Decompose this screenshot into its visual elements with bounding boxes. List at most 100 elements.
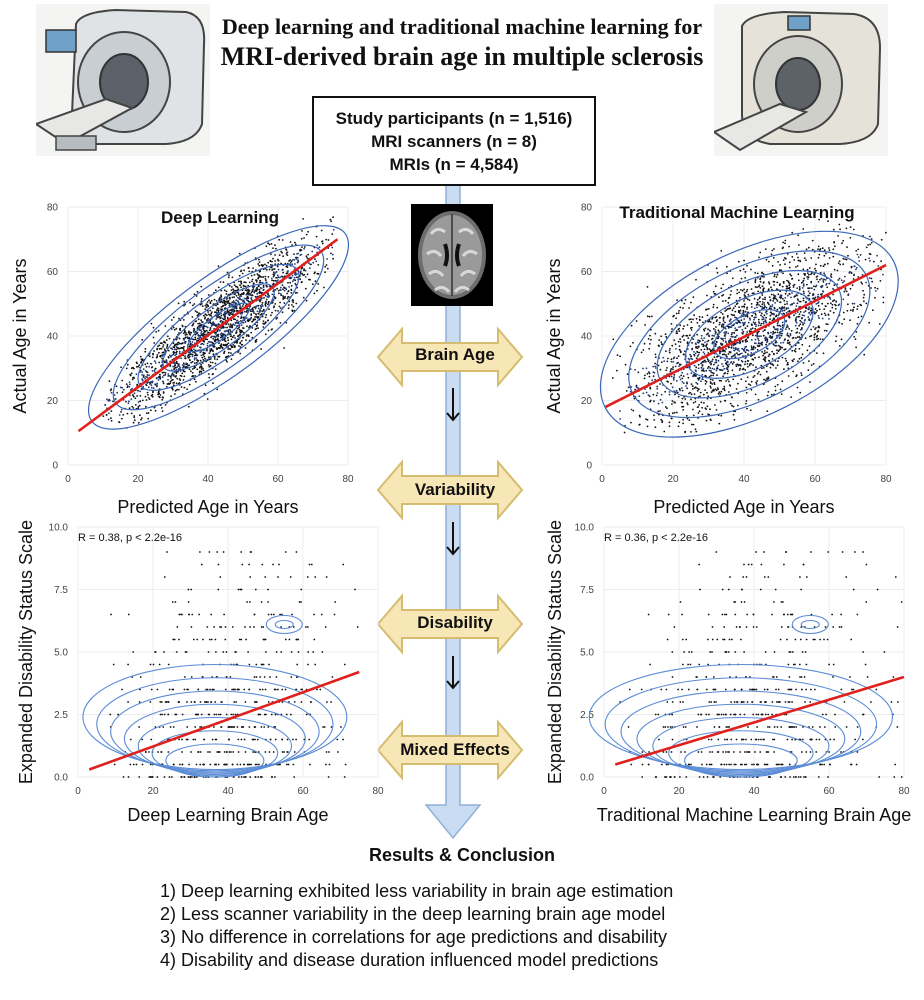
data-point (154, 651, 157, 653)
data-point (241, 563, 244, 566)
data-point (156, 385, 158, 388)
data-point (802, 279, 805, 282)
data-point (715, 267, 718, 270)
data-point (172, 353, 175, 356)
data-point (700, 380, 702, 383)
data-point (682, 334, 685, 337)
data-point (855, 763, 858, 766)
data-point (232, 776, 235, 778)
data-point (704, 341, 706, 344)
data-point (191, 316, 194, 318)
data-point (313, 638, 316, 641)
data-point (776, 383, 779, 386)
data-point (131, 367, 133, 370)
figure-title-line2: MRI-derived brain age in multiple sclero… (220, 42, 704, 71)
data-point (681, 405, 683, 408)
data-point (690, 431, 692, 433)
mri-scanner-left-icon (36, 4, 210, 156)
data-point (191, 360, 194, 363)
data-point (806, 349, 809, 352)
data-point (144, 751, 147, 753)
data-point (619, 355, 621, 358)
data-point (139, 395, 142, 397)
data-point (709, 385, 712, 388)
data-point (730, 361, 733, 363)
data-point (648, 347, 651, 350)
data-point (204, 308, 207, 310)
data-point (262, 308, 265, 311)
data-point (274, 254, 276, 256)
data-point (726, 364, 729, 367)
y-axis-label: Expanded Disability Status Scale (545, 520, 565, 784)
data-point (249, 318, 252, 320)
data-point (787, 307, 790, 310)
data-point (857, 316, 860, 319)
data-point (838, 345, 841, 347)
data-point (677, 312, 680, 314)
data-point (188, 613, 190, 616)
data-point (664, 776, 666, 778)
data-point (775, 298, 778, 301)
data-point (289, 576, 292, 578)
data-point (704, 379, 707, 382)
data-point (732, 307, 735, 310)
data-point (727, 297, 730, 300)
data-point (705, 419, 708, 422)
data-point (775, 367, 777, 369)
data-point (204, 316, 207, 319)
data-point (170, 328, 173, 330)
data-point (714, 329, 717, 331)
data-point (265, 314, 268, 316)
flow-step-arrow (376, 459, 524, 521)
data-point (146, 362, 149, 365)
data-point (222, 651, 225, 653)
data-point (726, 372, 729, 375)
data-point (191, 341, 194, 343)
data-point (823, 254, 826, 257)
data-point (744, 271, 747, 273)
data-point (261, 276, 263, 278)
data-point (240, 282, 243, 285)
data-point (782, 272, 784, 275)
data-point (127, 776, 130, 778)
data-point (201, 321, 204, 323)
data-point (773, 344, 776, 347)
data-point (255, 701, 258, 703)
data-point (715, 359, 718, 362)
data-point (832, 228, 835, 231)
data-point (727, 353, 730, 355)
data-point (720, 343, 723, 346)
data-point (672, 379, 675, 381)
data-point (823, 329, 826, 332)
data-point (146, 374, 149, 376)
data-point (756, 298, 759, 301)
data-point (209, 348, 212, 350)
data-point (750, 352, 753, 354)
data-point (303, 247, 305, 250)
data-point (131, 405, 134, 408)
data-point (790, 296, 792, 299)
data-point (207, 701, 209, 703)
data-point (163, 348, 166, 350)
data-point (316, 289, 318, 292)
data-point (277, 289, 280, 292)
data-point (242, 327, 244, 329)
data-point (141, 338, 144, 341)
data-point (885, 231, 887, 234)
data-point (231, 276, 234, 279)
data-point (290, 676, 293, 678)
data-point (736, 352, 738, 354)
data-point (860, 281, 863, 284)
data-point (764, 360, 767, 363)
data-point (745, 338, 748, 341)
data-point (708, 335, 711, 338)
data-point (194, 352, 197, 355)
data-point (707, 328, 709, 331)
data-point (773, 248, 775, 250)
data-point (265, 321, 267, 323)
data-point (698, 410, 701, 413)
data-point (127, 400, 130, 403)
data-point (164, 349, 167, 352)
data-point (724, 327, 727, 330)
data-point (778, 349, 781, 351)
